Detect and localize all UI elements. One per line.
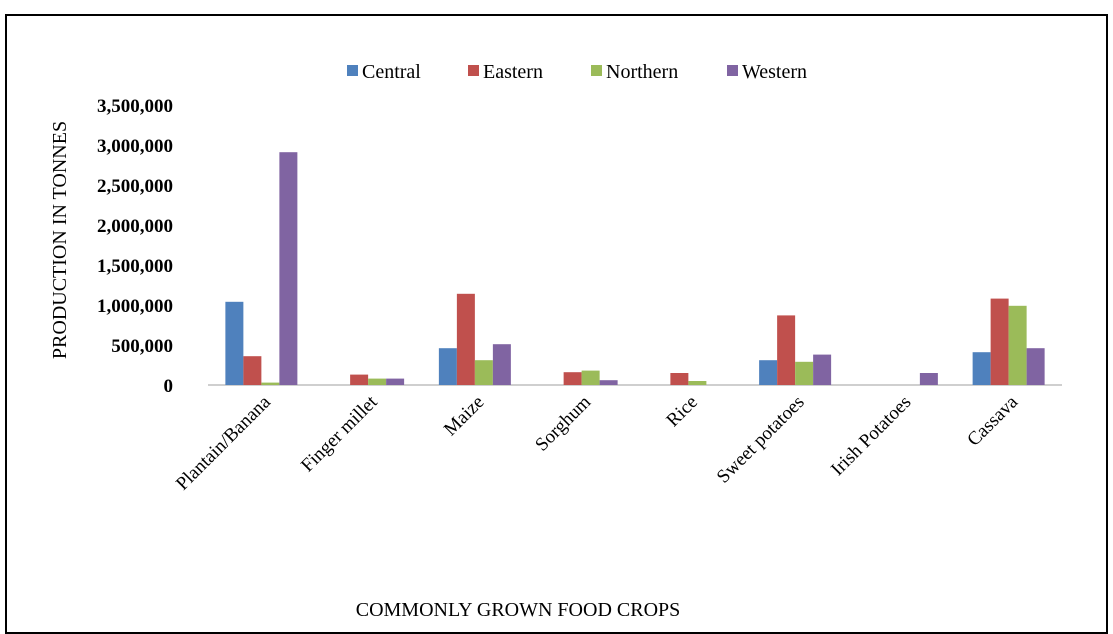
- bar-western: [813, 354, 832, 385]
- bar-eastern: [456, 293, 475, 385]
- legend-swatch-western: [727, 65, 738, 76]
- x-tick-label: Sweet potatoes: [713, 392, 809, 488]
- bar-western: [492, 344, 511, 385]
- bar-central: [759, 360, 778, 385]
- chart-frame: [5, 14, 1108, 634]
- bar-western: [919, 373, 938, 385]
- bar-central: [225, 301, 244, 385]
- bar-western: [599, 380, 618, 385]
- y-tick-label: 0: [164, 376, 174, 397]
- x-axis: Plantain/Banana Finger millet Maize Sorghum…: [172, 391, 1023, 494]
- x-tick-label: Finger millet: [297, 391, 382, 476]
- x-tick-label: Irish Potatoes: [827, 392, 915, 480]
- legend-label-central: Central: [362, 61, 421, 83]
- legend-swatch-northern: [591, 65, 602, 76]
- y-tick-label: 1,000,000: [97, 296, 173, 317]
- bar-northern: [795, 361, 814, 385]
- y-axis: 0 500,000 1,000,000 1,500,000 2,000,000 2,500…: [97, 96, 173, 397]
- bar-central: [972, 352, 991, 385]
- bar-northern: [368, 378, 387, 385]
- bar-eastern: [563, 372, 582, 385]
- y-tick-label: 3,500,000: [97, 96, 173, 117]
- bar-northern: [581, 370, 600, 385]
- y-tick-label: 500,000: [111, 336, 173, 357]
- y-axis-title: PRODUCTION IN TONNES: [49, 121, 71, 359]
- bar-northern: [261, 382, 280, 385]
- legend-swatch-central: [347, 65, 358, 76]
- bar-eastern: [777, 315, 796, 385]
- bar-western: [386, 378, 405, 385]
- bar-northern: [688, 381, 707, 385]
- bar-western: [279, 152, 298, 385]
- x-tick-label: Cassava: [963, 391, 1022, 450]
- bar-northern: [1008, 305, 1027, 385]
- bar-eastern: [990, 298, 1009, 385]
- x-tick-label: Sorghum: [531, 392, 595, 456]
- legend-label-eastern: Eastern: [483, 61, 543, 83]
- bar-northern: [474, 360, 493, 385]
- y-tick-label: 2,000,000: [97, 216, 173, 237]
- bars: [225, 152, 1045, 385]
- y-tick-label: 3,000,000: [97, 136, 173, 157]
- bar-western: [1026, 348, 1045, 385]
- legend-label-western: Western: [742, 61, 807, 83]
- legend-label-northern: Northern: [606, 61, 678, 83]
- legend-swatch-eastern: [468, 65, 479, 76]
- bar-eastern: [350, 374, 369, 385]
- bar-eastern: [243, 356, 262, 385]
- x-tick-label: Rice: [662, 392, 701, 431]
- legend: Central Eastern Northern Western: [347, 61, 807, 83]
- x-tick-label: Plantain/Banana: [172, 391, 275, 494]
- x-tick-label: Maize: [440, 392, 488, 440]
- y-tick-label: 2,500,000: [97, 176, 173, 197]
- bar-central: [438, 348, 457, 385]
- x-axis-title: COMMONLY GROWN FOOD CROPS: [356, 599, 681, 621]
- bar-eastern: [670, 373, 689, 385]
- y-tick-label: 1,500,000: [97, 256, 173, 277]
